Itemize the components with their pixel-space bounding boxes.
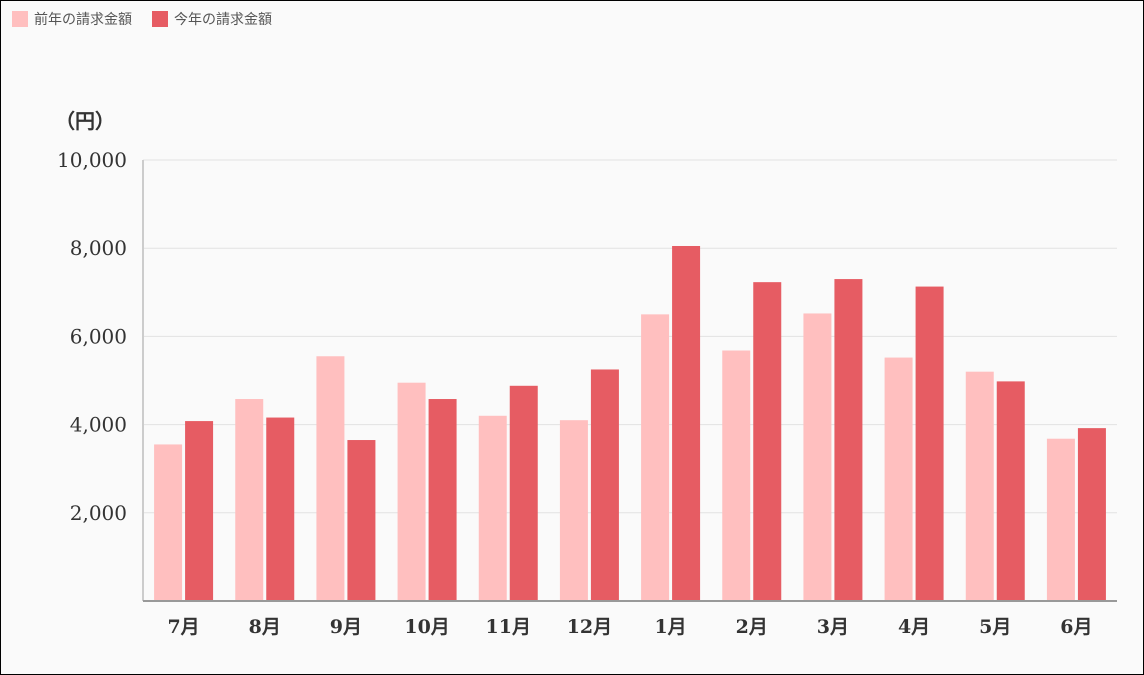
bar-prev-year (235, 399, 264, 601)
chart-legend: 前年の請求金額 今年の請求金額 (12, 9, 272, 29)
y-tick-labels: 2,000 4,000 6,000 8,000 10,000 (57, 148, 127, 525)
bar-prev-year (803, 313, 832, 601)
legend-swatch-prev-year (12, 11, 28, 27)
axes (142, 160, 1117, 602)
bar-prev-year (154, 444, 183, 601)
x-tick-label: 6月 (1060, 616, 1092, 638)
bar-this-year (428, 399, 457, 601)
y-tick-label: 2,000 (70, 501, 127, 525)
y-axis-unit-label: （円） (55, 109, 115, 133)
legend-label-this-year: 今年の請求金額 (174, 12, 272, 28)
y-tick-label: 4,000 (70, 413, 127, 437)
bar-prev-year (316, 356, 345, 601)
legend-label-prev-year: 前年の請求金額 (34, 12, 132, 28)
bar-prev-year (478, 415, 507, 601)
bar-this-year (672, 245, 701, 601)
bar-this-year (753, 282, 782, 601)
x-tick-labels: 7月 8月 9月 10月 11月 12月 1月 2月 3月 4月 5月 6月 (167, 616, 1092, 638)
bar-prev-year (641, 314, 670, 601)
bars (154, 245, 1106, 601)
bar-this-year (996, 381, 1025, 601)
bar-this-year (347, 440, 376, 601)
x-tick-label: 3月 (817, 616, 849, 638)
x-tick-label: 11月 (486, 616, 531, 638)
legend-item-prev-year[interactable]: 前年の請求金額 (12, 9, 132, 29)
bar-this-year (834, 279, 863, 601)
x-tick-label: 12月 (567, 616, 612, 638)
bar-this-year (509, 385, 538, 601)
x-tick-label: 9月 (330, 616, 362, 638)
bar-this-year (266, 417, 295, 601)
x-tick-label: 4月 (898, 616, 930, 638)
bar-prev-year (1046, 438, 1075, 601)
bar-prev-year (884, 357, 913, 601)
x-tick-label: 1月 (654, 616, 686, 638)
bar-prev-year (559, 420, 588, 601)
legend-swatch-this-year (152, 11, 168, 27)
x-tick-label: 7月 (167, 616, 199, 638)
legend-item-this-year[interactable]: 今年の請求金額 (152, 9, 272, 29)
x-tick-label: 8月 (249, 616, 281, 638)
y-tick-label: 8,000 (70, 236, 127, 260)
bar-prev-year (722, 350, 751, 601)
x-tick-label: 2月 (736, 616, 768, 638)
bar-this-year (185, 421, 214, 601)
bar-prev-year (397, 382, 426, 601)
bar-this-year (590, 369, 619, 601)
x-tick-label: 5月 (979, 616, 1011, 638)
bar-prev-year (965, 371, 994, 601)
y-tick-label: 10,000 (57, 148, 127, 172)
bar-this-year (915, 286, 944, 601)
grid-lines (143, 159, 1117, 514)
x-tick-label: 10月 (404, 616, 449, 638)
bar-this-year (1077, 428, 1106, 601)
y-tick-label: 6,000 (70, 324, 127, 348)
